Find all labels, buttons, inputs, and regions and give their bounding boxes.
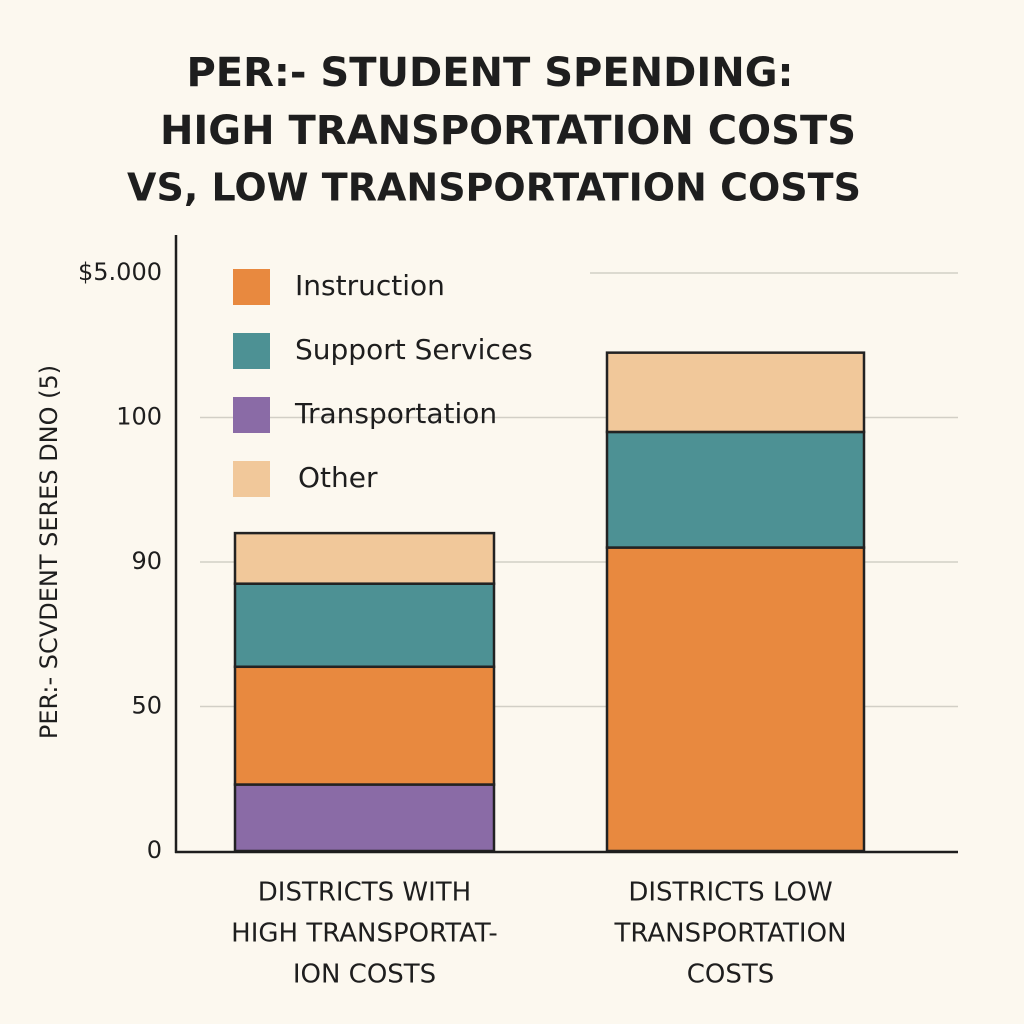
y-tick-label: 100 (116, 403, 162, 431)
bar-segment (605, 430, 866, 549)
legend-swatch (233, 333, 270, 369)
bar-segment (233, 783, 496, 853)
chart-title: HIGH TRANSPORTATION COSTS (160, 108, 856, 154)
y-tick-label: 0 (147, 836, 162, 864)
labels: 0 50 90 100 $5.000 DISTRICTS WITH HIGH TRANSPO… (78, 258, 847, 990)
bar-segment (233, 665, 496, 786)
x-tick-label: COSTS (687, 960, 775, 990)
legend-label: Support Services (295, 333, 533, 366)
legend-swatch (233, 461, 270, 497)
bar-segment (233, 531, 496, 585)
y-tick-label: 50 (131, 692, 162, 720)
bar-segment (233, 582, 496, 669)
x-tick-label: ION COSTS (293, 960, 436, 990)
x-tick-label: DISTRICTS LOW (628, 878, 832, 908)
bar-segment (605, 351, 866, 434)
y-axis-label: PER:- SCVDENT SERES DNO (5) (35, 365, 63, 739)
legend-label: Instruction (295, 269, 445, 302)
legend-label: Transportation (294, 397, 497, 430)
x-tick-label: HIGH TRANSPORTAT- (231, 919, 498, 949)
x-tick-label: DISTRICTS WITH (258, 878, 471, 908)
y-tick-label: 90 (131, 547, 162, 575)
chart-title: PER:- STUDENT SPENDING: (186, 50, 793, 96)
legend-swatch (233, 397, 270, 433)
x-tick-label: TRANSPORTATION (613, 919, 846, 949)
y-tick-label: $5.000 (78, 258, 162, 286)
chart-title: VS, LOW TRANSPORTATION COSTS (127, 166, 861, 210)
bar-segment (605, 546, 866, 853)
legend-label: Other (298, 461, 378, 494)
legend-swatch (233, 269, 270, 305)
bars (233, 351, 866, 853)
